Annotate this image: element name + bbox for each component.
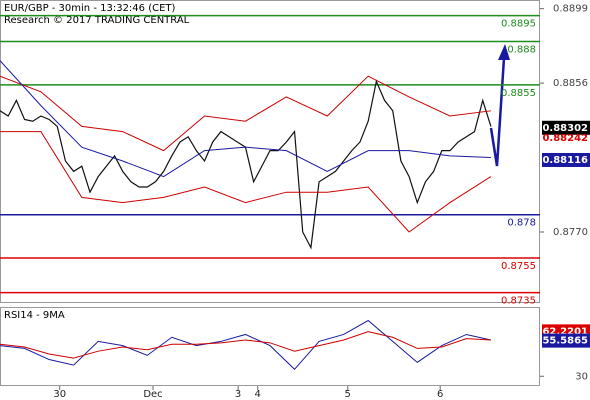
x-tick-label: 3 [235, 389, 241, 400]
price-box [542, 333, 590, 348]
price-label: 62.2201 [542, 326, 588, 337]
x-tick-label: 6 [437, 389, 443, 400]
price-label: 55.5865 [542, 336, 588, 347]
series-line [0, 131, 492, 233]
arrow-head [498, 44, 510, 60]
y-tick-label: 0.8899 [553, 4, 588, 15]
price-label: 0.88302 [542, 123, 588, 134]
level-label: 0.8855 [501, 88, 536, 99]
level-label: 0.888 [507, 45, 536, 56]
chart-subtitle: Research © 2017 TRADING CENTRAL [4, 15, 190, 26]
y-tick-label: 0.8770 [553, 227, 588, 238]
series-line [0, 331, 491, 359]
y-tick-label: 0.8856 [553, 78, 588, 89]
level-label: 0.8895 [501, 19, 536, 30]
x-tick-label: 30 [53, 389, 66, 400]
series-line [0, 79, 492, 250]
main-panel [0, 0, 540, 303]
series-line [0, 319, 492, 371]
rsi-title: RSI14 - 9MA [4, 310, 65, 321]
price-box [542, 120, 590, 135]
price-label: 0.88242 [542, 133, 588, 144]
x-tick-label: Dec [143, 389, 162, 400]
chart-title: EUR/GBP - 30min - 13:32:46 (CET) [4, 3, 176, 14]
x-tick-label: 4 [255, 389, 261, 400]
price-box [542, 152, 590, 167]
level-label: 0.8735 [501, 296, 536, 307]
series-line [0, 60, 491, 178]
level-label: 0.878 [507, 218, 536, 229]
y-tick-label: 30 [575, 371, 588, 382]
rsi-panel [0, 307, 540, 386]
series-line [0, 75, 491, 152]
price-label: 0.88116 [542, 155, 588, 166]
level-label: 0.8755 [501, 261, 536, 272]
x-tick-label: 5 [345, 389, 351, 400]
projection-arrow [489, 57, 506, 167]
